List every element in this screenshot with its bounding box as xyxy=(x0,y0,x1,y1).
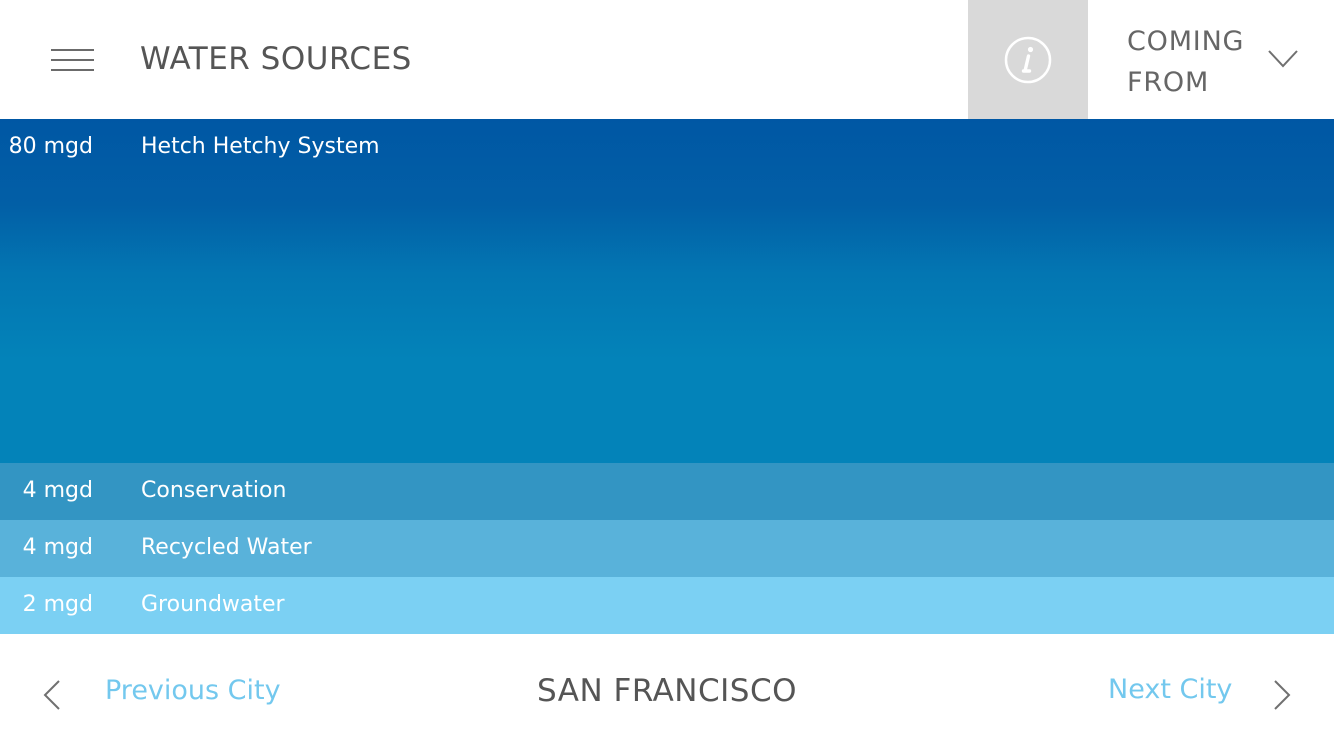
source-label: Conservation xyxy=(141,478,287,503)
source-row-groundwater: 2 mgd Groundwater xyxy=(0,577,1334,634)
previous-city-label: Previous City xyxy=(105,675,281,706)
coming-from-line1: COMING xyxy=(1127,26,1245,57)
coming-from-line2: FROM xyxy=(1127,67,1210,98)
source-label: Hetch Hetchy System xyxy=(141,134,380,159)
source-label: Recycled Water xyxy=(141,535,312,560)
source-value: 2 mgd xyxy=(22,592,93,617)
page-title: WATER SOURCES xyxy=(140,41,412,77)
next-city-button[interactable]: Next City xyxy=(1100,672,1300,714)
source-row-conservation: 4 mgd Conservation xyxy=(0,463,1334,520)
source-value: 80 mgd xyxy=(8,134,93,159)
info-icon xyxy=(1004,36,1052,84)
source-value: 4 mgd xyxy=(22,535,93,560)
source-row-hetch-hetchy: 80 mgd Hetch Hetchy System xyxy=(0,119,1334,463)
hamburger-menu-icon[interactable] xyxy=(38,30,108,90)
info-button[interactable] xyxy=(968,0,1088,119)
header: WATER SOURCES COMING FROM xyxy=(0,0,1334,119)
water-sources-chart: 80 mgd Hetch Hetchy System 4 mgd Conserv… xyxy=(0,119,1334,634)
source-value: 4 mgd xyxy=(22,478,93,503)
footer: Previous City SAN FRANCISCO Next City xyxy=(0,634,1334,750)
chevron-right-icon xyxy=(1274,680,1291,710)
next-city-label: Next City xyxy=(1108,674,1233,705)
chevron-down-icon[interactable] xyxy=(1266,48,1300,70)
coming-from-label[interactable]: COMING FROM xyxy=(1127,21,1267,103)
source-row-recycled-water: 4 mgd Recycled Water xyxy=(0,520,1334,577)
city-name: SAN FRANCISCO xyxy=(536,673,798,709)
chevron-left-icon xyxy=(43,680,60,710)
source-label: Groundwater xyxy=(141,592,285,617)
